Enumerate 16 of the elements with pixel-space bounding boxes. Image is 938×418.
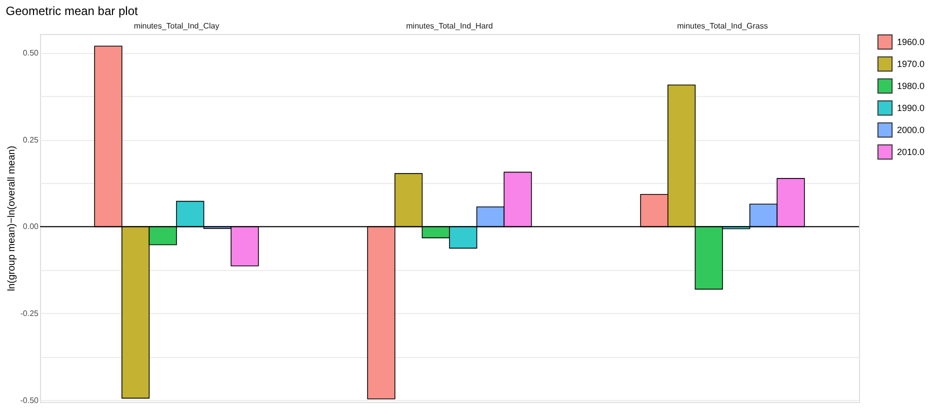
x-tick-label: minutes_Total_Ind_Hard: [406, 22, 493, 30]
y-axis-title: ln(group mean)−ln(overall mean): [6, 146, 18, 292]
legend-label: 1990.0: [897, 103, 925, 113]
legend-label: 1970.0: [897, 59, 925, 69]
y-tick-label: -0.50: [20, 396, 40, 405]
legend-label: 2000.0: [897, 125, 925, 135]
y-tick-label: 0.00: [22, 222, 40, 232]
chart-title: Geometric mean bar plot: [6, 4, 138, 18]
x-tick-label: minutes_Total_Ind_Clay: [134, 22, 220, 30]
legend-label: 1960.0: [897, 37, 925, 47]
legend-label: 1980.0: [897, 81, 925, 91]
y-tick-label: 0.50: [22, 48, 40, 58]
y-tick-label: -0.25: [20, 308, 40, 318]
x-tick-label: minutes_Total_Ind_Grass: [677, 22, 768, 30]
legend-label: 2010.0: [897, 147, 925, 157]
y-tick-label: 0.25: [22, 135, 40, 144]
